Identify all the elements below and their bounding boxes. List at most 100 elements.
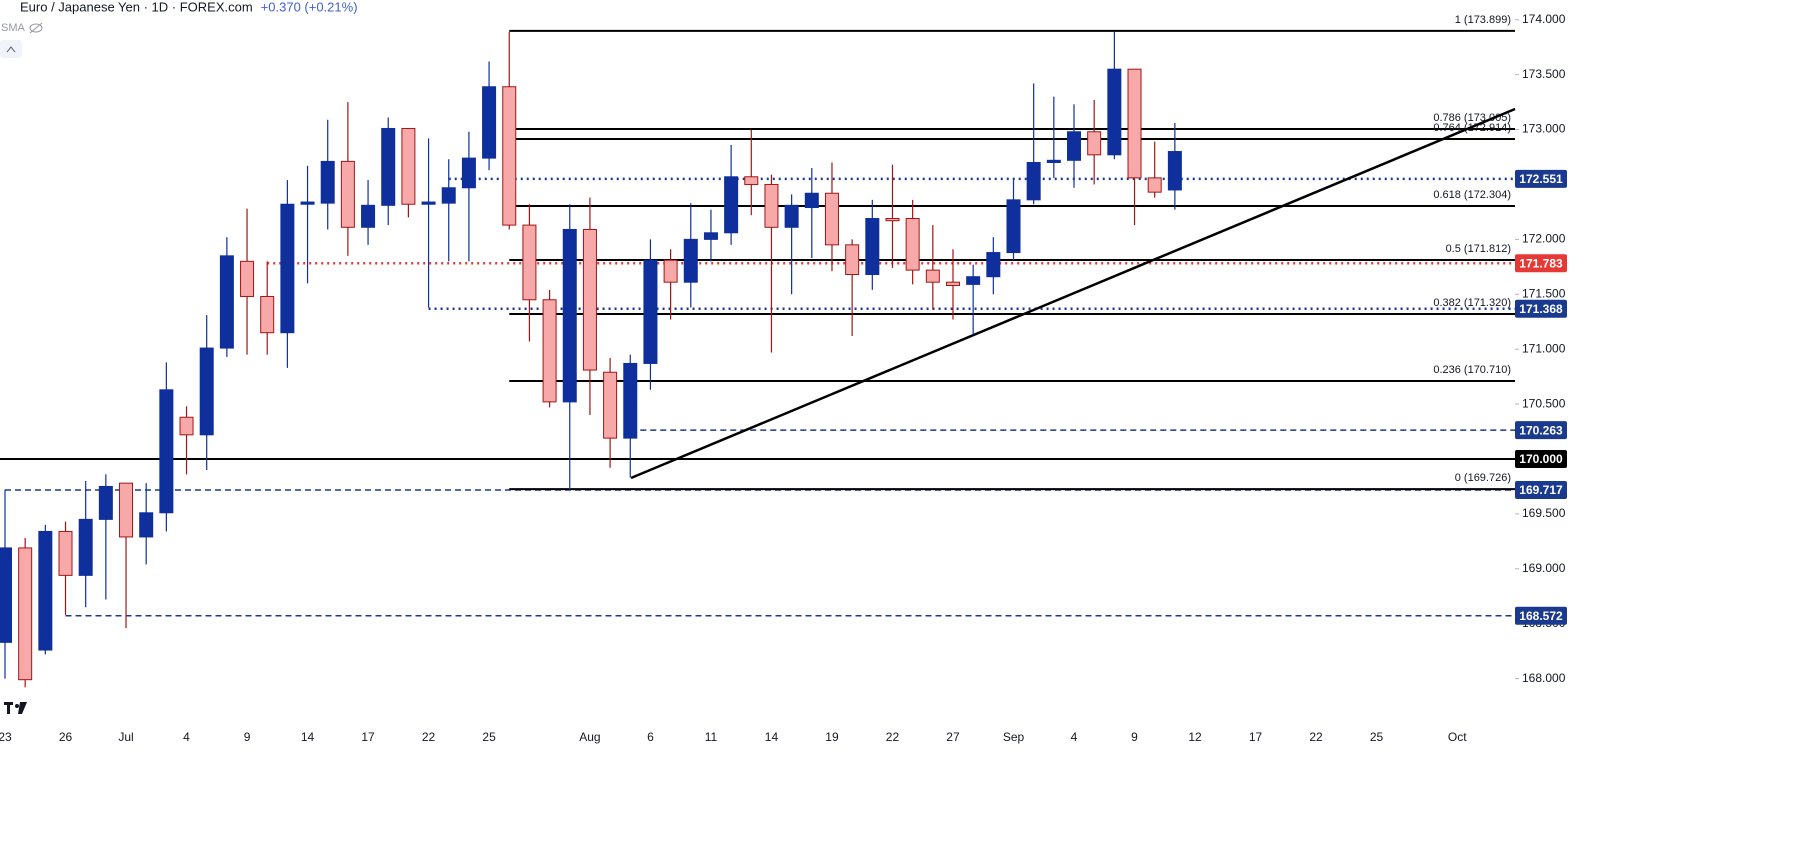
indicator-label: SMA xyxy=(1,22,26,34)
candle-body xyxy=(159,389,174,514)
y-tick-label: 169.500 xyxy=(1522,506,1566,520)
candle-body xyxy=(38,530,53,651)
candle-body xyxy=(986,252,1001,278)
candle-body xyxy=(784,204,799,228)
candle-body xyxy=(522,224,537,301)
y-tick-label: 168.000 xyxy=(1522,671,1566,685)
price-tag xyxy=(1515,254,1567,273)
fib-label: 1 (173.899) xyxy=(1455,14,1511,26)
logo xyxy=(4,702,27,714)
candle-body xyxy=(461,157,476,189)
x-tick-label: 6 xyxy=(647,730,654,744)
x-tick-label: 17 xyxy=(361,730,375,744)
candle-body xyxy=(78,518,93,576)
candle-body xyxy=(663,259,678,283)
candle-body xyxy=(240,260,255,297)
x-tick-label: 9 xyxy=(244,730,251,744)
candle-body xyxy=(1147,177,1162,193)
fib-label: 0.382 (171.320) xyxy=(1433,297,1511,309)
candle-body xyxy=(1067,131,1082,161)
price-tag-label: 170.000 xyxy=(1519,452,1563,466)
hide-icon[interactable] xyxy=(29,22,43,34)
fib-label: 0.236 (170.710) xyxy=(1433,364,1511,376)
fib-label: 0.786 (173.005) xyxy=(1433,112,1511,124)
candle-body xyxy=(260,295,275,334)
candle-body xyxy=(421,201,436,205)
candle-body xyxy=(199,347,214,436)
candle-body xyxy=(683,238,698,283)
candle-body xyxy=(1107,68,1122,156)
y-tick-label: 171.500 xyxy=(1522,286,1566,300)
fib-label: 0.5 (171.812) xyxy=(1446,243,1511,255)
candle-body xyxy=(1167,151,1182,191)
candle-body xyxy=(502,86,517,226)
candle-body xyxy=(603,371,618,439)
candle-body xyxy=(905,218,920,271)
x-tick-label: 27 xyxy=(946,730,960,744)
price-tag-label: 172.551 xyxy=(1519,172,1563,186)
plot: 1 (173.899)0.786 (173.005)0.764 (172.914… xyxy=(0,14,1516,688)
candle-body xyxy=(179,416,194,436)
candle-body xyxy=(139,512,154,538)
y-tick-label: 172.000 xyxy=(1522,232,1566,246)
candle-body xyxy=(1087,131,1102,156)
candle-body xyxy=(1006,199,1021,254)
x-tick-label: 22 xyxy=(886,730,900,744)
candle-body xyxy=(58,530,73,576)
x-tick-label: Aug xyxy=(579,730,600,744)
candle-body xyxy=(401,127,416,205)
candle-body xyxy=(562,228,577,403)
price-tag-label: 168.572 xyxy=(1519,609,1563,623)
candle-body xyxy=(623,362,638,439)
x-tick-label: 22 xyxy=(1309,730,1323,744)
price-tag-label: 170.263 xyxy=(1519,423,1563,437)
candle-body xyxy=(361,204,376,228)
x-tick-label: Sep xyxy=(1003,730,1025,744)
x-tick-label: 22 xyxy=(422,730,436,744)
x-tick-label: 9 xyxy=(1131,730,1138,744)
collapse-button[interactable] xyxy=(0,40,22,58)
y-tick-label: 169.000 xyxy=(1522,561,1566,575)
chart-title: Euro / Japanese Yen · 1D · FOREX.com xyxy=(20,0,253,14)
candle-body xyxy=(98,485,113,520)
x-tick-label: Oct xyxy=(1448,730,1467,744)
candle-body xyxy=(804,192,819,209)
x-tick-label: 12 xyxy=(1188,730,1202,744)
y-tick-label: 170.500 xyxy=(1522,396,1566,410)
candle-body xyxy=(966,276,981,285)
x-tick-label: 26 xyxy=(59,730,73,744)
candle-body xyxy=(643,259,658,364)
y-tick-label: 174.000 xyxy=(1522,12,1566,26)
candle-body xyxy=(280,203,295,334)
price-tag xyxy=(1515,169,1567,188)
y-tick-label: 173.500 xyxy=(1522,67,1566,81)
candle-body xyxy=(441,187,456,204)
candle-body xyxy=(18,547,33,681)
price-tag xyxy=(1515,481,1567,500)
trendline xyxy=(630,107,1516,480)
candle-body xyxy=(300,201,315,205)
x-tick-label: 19 xyxy=(825,730,839,744)
x-tick-label: 14 xyxy=(301,730,315,744)
x-tick-label: 11 xyxy=(705,730,718,744)
candle-body xyxy=(381,127,396,206)
x-tick-label: 23 xyxy=(0,730,12,744)
x-tick-label: Jul xyxy=(118,730,133,744)
axis: 168.000168.500169.000169.500170.000170.5… xyxy=(0,12,1567,744)
candle-body xyxy=(582,228,597,371)
price-tag xyxy=(1515,449,1567,468)
candle-body xyxy=(885,218,900,222)
candle-body xyxy=(724,176,739,234)
candle-body xyxy=(703,232,718,240)
candle-body xyxy=(0,547,12,643)
candle-body xyxy=(119,482,134,538)
candle-body xyxy=(845,244,860,276)
y-tick-label: 173.000 xyxy=(1522,122,1566,136)
candle-body xyxy=(744,176,759,185)
fib-label: 0 (169.726) xyxy=(1455,472,1511,484)
x-tick-label: 25 xyxy=(482,730,496,744)
candle-body xyxy=(542,299,557,403)
candle-body xyxy=(1127,68,1142,179)
